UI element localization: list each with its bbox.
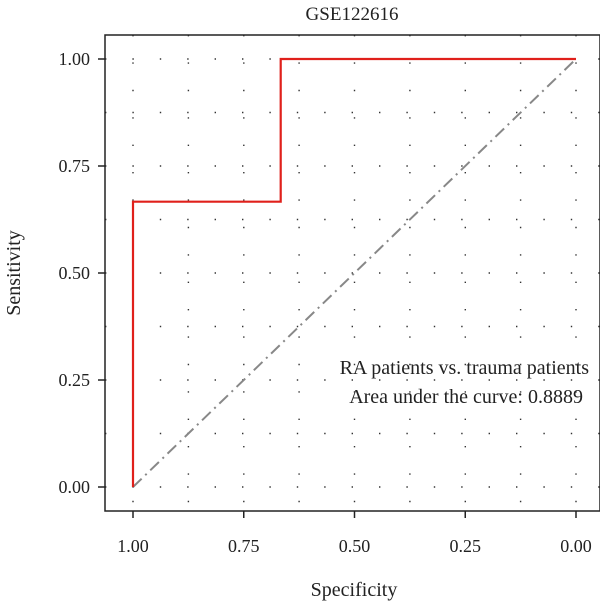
y-axis-ticks: 0.00 0.25 0.50 0.75 1.00 — [59, 49, 105, 497]
x-tick-label: 0.00 — [560, 536, 592, 556]
x-axis-label: Specificity — [311, 579, 398, 601]
y-tick-label: 0.25 — [59, 370, 91, 390]
chart-title: GSE122616 — [306, 4, 399, 25]
x-tick-label: 1.00 — [117, 536, 149, 556]
x-tick-label: 0.50 — [339, 536, 371, 556]
y-tick-label: 0.00 — [59, 477, 91, 497]
y-axis-label: Sensitivity — [3, 230, 25, 316]
roc-curve — [131, 57, 576, 487]
y-tick-label: 0.75 — [59, 156, 91, 176]
annotation-comparison: RA patients vs. trauma patients — [340, 357, 590, 379]
x-tick-label: 0.25 — [450, 536, 482, 556]
y-tick-label: 0.50 — [59, 263, 91, 283]
reference-diagonal-line — [132, 58, 577, 488]
y-tick-label: 1.00 — [59, 49, 91, 69]
x-axis-ticks: 1.00 0.75 0.50 0.25 0.00 — [117, 511, 592, 556]
x-tick-label: 0.75 — [228, 536, 260, 556]
annotation-auc: Area under the curve: 0.8889 — [349, 386, 583, 408]
